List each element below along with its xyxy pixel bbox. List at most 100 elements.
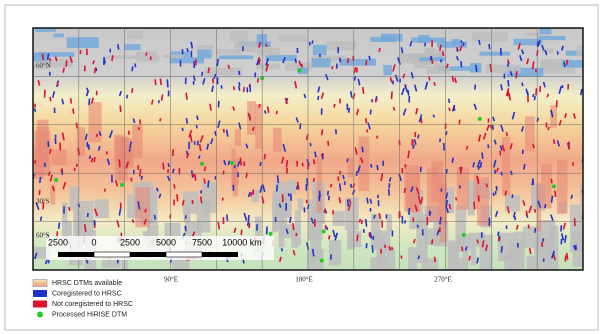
legend-swatch <box>33 290 47 297</box>
terrain-patch <box>69 186 79 210</box>
terrain-patch <box>326 41 357 50</box>
terrain-patch <box>437 41 467 47</box>
dtm-mark <box>408 96 410 103</box>
dtm-mark <box>404 220 406 223</box>
terrain-patch <box>295 210 301 245</box>
scale-label: 5000 <box>156 237 176 247</box>
hirise-mark <box>478 117 482 121</box>
terrain-patch <box>197 50 211 59</box>
terrain-patch <box>183 191 199 213</box>
dtm-mark <box>200 190 202 194</box>
dtm-mark <box>488 221 490 226</box>
hirise-mark <box>462 233 466 237</box>
dtm-mark <box>319 54 321 57</box>
dtm-mark <box>382 161 384 166</box>
dtm-mark <box>350 184 352 188</box>
dtm-mark <box>232 185 234 191</box>
dtm-mark <box>401 168 403 173</box>
dtm-mark <box>173 199 175 205</box>
hirise-mark <box>298 68 302 72</box>
dtm-mark <box>384 245 386 248</box>
legend-label: Not coregistered to HRSC <box>52 301 133 308</box>
dtm-mark <box>522 150 524 154</box>
scale-segment <box>94 252 130 257</box>
dtm-mark <box>109 49 111 53</box>
dtm-mark <box>188 142 190 149</box>
dtm-mark <box>106 151 108 154</box>
dtm-mark <box>527 96 529 102</box>
dtm-mark <box>321 108 323 114</box>
dtm-mark <box>325 225 327 229</box>
dtm-mark <box>34 160 36 164</box>
legend-label: Processed HiRISE DTM <box>52 311 127 318</box>
terrain-patch <box>279 35 307 42</box>
dtm-patch <box>317 157 323 213</box>
dtm-mark <box>237 172 239 177</box>
dtm-patch <box>359 137 370 192</box>
dtm-mark <box>195 59 197 65</box>
longitude-label: 180°E <box>295 276 313 284</box>
dtm-mark <box>504 73 506 78</box>
dtm-mark <box>346 104 348 110</box>
dtm-mark <box>103 59 105 65</box>
dtm-mark <box>478 195 480 201</box>
dtm-mark <box>254 72 256 77</box>
dtm-mark <box>378 200 380 206</box>
dtm-patch <box>247 101 256 135</box>
terrain-patch <box>387 214 392 231</box>
hirise-mark <box>322 230 326 234</box>
dtm-mark <box>193 81 195 85</box>
dtm-patch <box>132 125 143 158</box>
dtm-mark <box>413 217 415 221</box>
terrain-patch <box>202 182 217 213</box>
terrain-patch <box>53 33 63 37</box>
dtm-mark <box>567 84 569 89</box>
dtm-mark <box>193 61 195 68</box>
terrain-patch <box>216 49 242 54</box>
dtm-mark <box>246 87 248 92</box>
terrain-patch <box>67 37 99 48</box>
dtm-patch <box>135 187 150 227</box>
dtm-mark <box>420 167 422 172</box>
terrain-patch <box>265 55 296 61</box>
dtm-mark <box>74 168 76 171</box>
longitude-label: 270°E <box>434 276 452 284</box>
dtm-mark <box>539 86 541 92</box>
terrain-patch <box>538 36 565 40</box>
terrain-patch <box>535 238 552 275</box>
terrain-patch <box>333 211 345 226</box>
dtm-mark <box>48 260 50 264</box>
dtm-mark <box>96 91 98 96</box>
legend-swatch <box>33 280 47 287</box>
dtm-mark <box>137 165 139 170</box>
dtm-mark <box>86 142 88 148</box>
dtm-mark <box>332 210 334 214</box>
terrain-patch <box>471 246 477 265</box>
longitude-label: 90°E <box>164 276 178 284</box>
dtm-mark <box>339 99 341 104</box>
dtm-patch <box>557 160 568 214</box>
legend-swatch <box>33 301 47 308</box>
dtm-mark <box>191 51 193 57</box>
dtm-patch <box>541 164 552 208</box>
dtm-mark <box>506 225 508 229</box>
scale-segment <box>130 252 166 257</box>
dtm-mark <box>104 189 106 192</box>
dtm-mark <box>371 99 373 102</box>
dtm-mark <box>256 224 258 230</box>
dtm-patch <box>273 128 282 152</box>
dtm-mark <box>337 47 339 53</box>
dtm-mark <box>439 227 441 232</box>
dtm-patch <box>235 129 241 145</box>
dtm-mark <box>120 203 122 209</box>
dtm-mark <box>180 60 182 66</box>
dtm-mark <box>217 77 219 84</box>
dtm-mark <box>34 104 36 108</box>
terrain-patch <box>416 214 427 263</box>
hirise-mark <box>120 183 124 187</box>
figure: 60°N30°S60°S90°E180°E270°E25000250050007… <box>0 0 604 334</box>
dtm-mark <box>111 175 113 183</box>
terrain-patch <box>462 247 468 269</box>
terrain-patch <box>219 55 253 59</box>
dtm-mark <box>338 176 340 181</box>
